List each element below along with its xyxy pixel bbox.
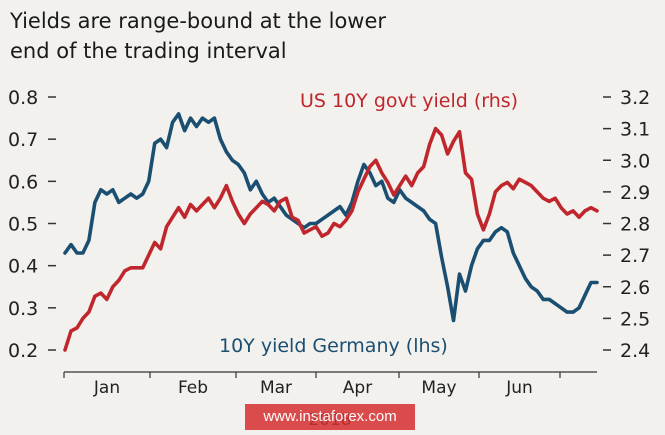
left-tick-label: 0.8: [8, 87, 38, 109]
right-tick-label: 2.6: [620, 277, 650, 299]
right-tick-label: 3.0: [620, 150, 650, 172]
x-tick-label: Apr: [343, 378, 372, 398]
left-tick-label: 0.6: [8, 171, 38, 193]
left-tick-label: 0.7: [8, 129, 38, 151]
x-tick-label: Mar: [260, 378, 292, 398]
right-tick-label: 2.7: [620, 245, 650, 267]
chart-title-line-2: end of the trading interval: [10, 39, 287, 63]
right-tick-label: 2.5: [620, 308, 650, 330]
left-tick-label: 0.5: [8, 214, 38, 236]
right-tick-label: 3.2: [620, 87, 650, 109]
x-tick-label: Feb: [178, 378, 208, 398]
x-tick-label: May: [421, 378, 456, 398]
left-tick-label: 0.4: [8, 256, 38, 278]
right-tick-label: 3.1: [620, 119, 650, 141]
series-label-us-10y: US 10Y govt yield (rhs): [300, 90, 518, 112]
left-tick-label: 0.3: [8, 298, 38, 320]
x-tick-label: Jun: [505, 378, 533, 398]
right-tick-label: 2.8: [620, 214, 650, 236]
right-axis-ticks: 2.4 2.5 2.6 2.7 2.8 2.9 3.0 3.1 3.2: [603, 87, 650, 362]
series-lines: [63, 112, 599, 352]
watermark: www.instaforex.com: [245, 404, 415, 430]
series-line-germany-10y: [63, 112, 599, 323]
left-tick-label: 0.2: [8, 340, 38, 362]
chart-title-line-1: Yields are range-bound at the lower: [10, 9, 387, 33]
left-axis-ticks: 0.2 0.3 0.4 0.5 0.6 0.7 0.8: [8, 87, 56, 362]
right-tick-label: 2.4: [620, 340, 650, 362]
x-tick-label: Jan: [93, 378, 120, 398]
right-tick-label: 2.9: [620, 182, 650, 204]
chart-title: Yields are range-bound at the lower end …: [10, 6, 530, 66]
series-line-us-10y: [63, 126, 599, 352]
x-axis: Jan Feb Mar Apr May Jun: [63, 371, 597, 398]
series-label-germany-10y: 10Y yield Germany (lhs): [219, 335, 448, 357]
